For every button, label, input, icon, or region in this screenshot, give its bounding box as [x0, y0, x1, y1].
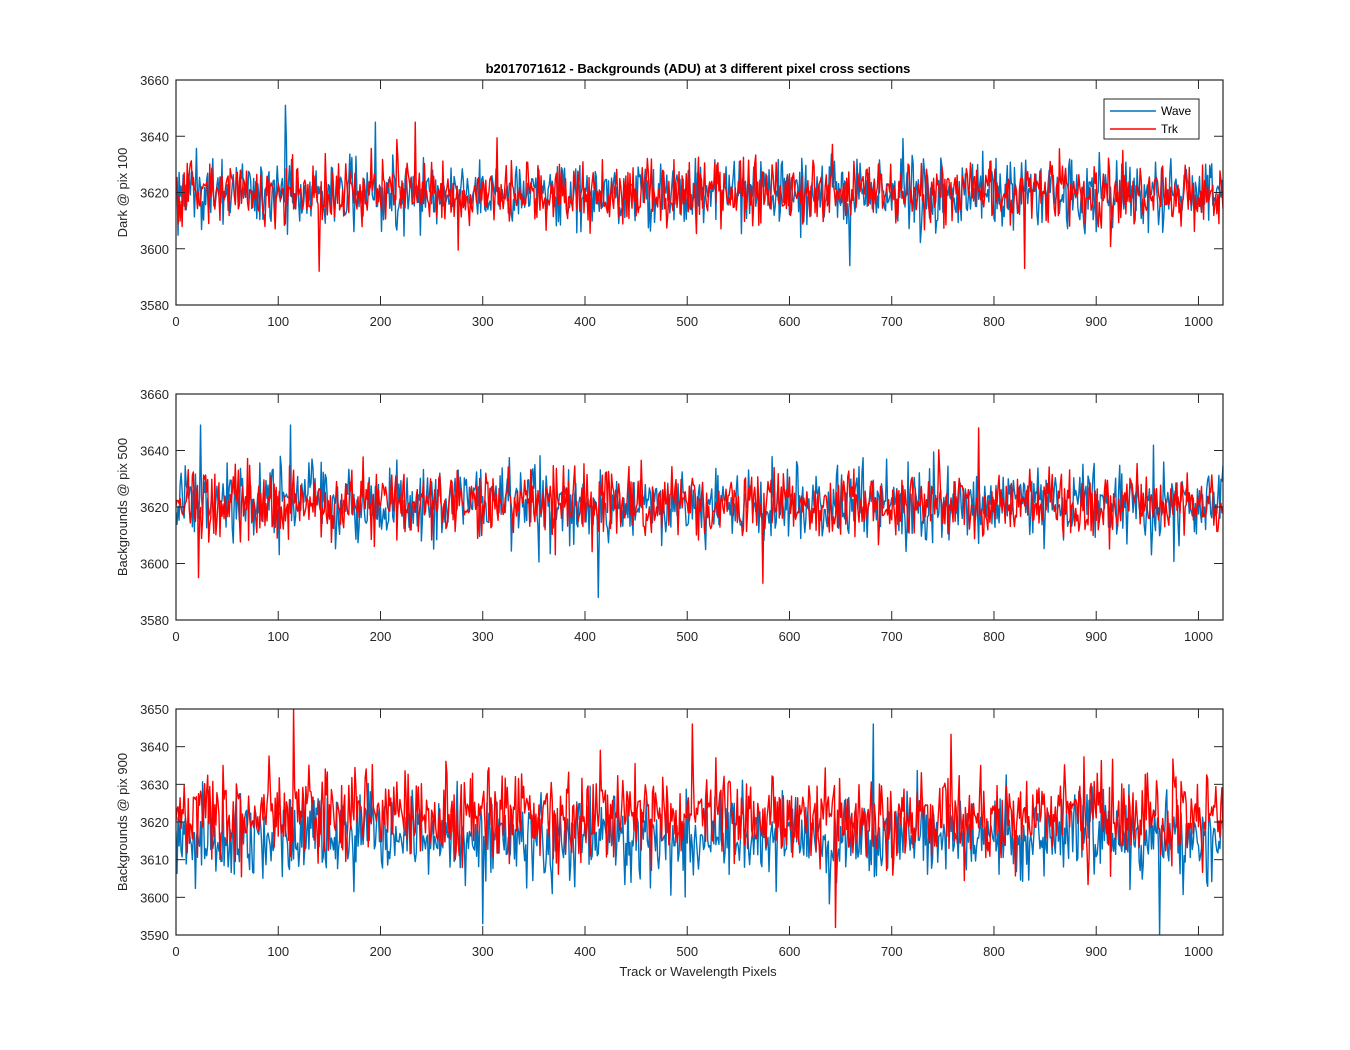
x-tick-label: 700 [881, 314, 903, 329]
x-tick-label: 300 [472, 944, 494, 959]
subplots: 0 100 200 300 400 500 600 700 800 900 100035803600… [115, 73, 1224, 959]
series-group [176, 424, 1223, 599]
x-tick-label: 600 [779, 314, 801, 329]
y-tick-label: 3600 [140, 890, 169, 905]
series-group [176, 709, 1223, 935]
figure-title: b2017071612 - Backgrounds (ADU) at 3 dif… [486, 61, 911, 76]
legend: Wave Trk [1103, 98, 1200, 140]
x-tick-label: 100 [267, 629, 289, 644]
y-tick-label: 3660 [140, 387, 169, 402]
y-tick-label: 3580 [140, 613, 169, 628]
x-tick-label: 700 [881, 944, 903, 959]
legend-label-wave: Wave [1161, 104, 1192, 118]
x-tick-label: 0 [172, 944, 179, 959]
x-tick-label: 600 [779, 629, 801, 644]
x-tick-label: 200 [370, 629, 392, 644]
y-tick-label: 3620 [140, 500, 169, 515]
x-tick-label: 400 [574, 314, 596, 329]
x-tick-label: 200 [370, 944, 392, 959]
x-tick-label: 1000 [1184, 944, 1213, 959]
y-tick-label: 3620 [140, 186, 169, 201]
y-tick-label: 3650 [140, 702, 169, 717]
series-line-trk [176, 121, 1223, 272]
x-tick-label: 900 [1085, 314, 1107, 329]
x-tick-label: 300 [472, 314, 494, 329]
series-group [176, 104, 1223, 272]
x-tick-label: 100 [267, 944, 289, 959]
y-tick-label: 3660 [140, 73, 169, 88]
y-tick-label: 3610 [140, 853, 169, 868]
x-tick-label: 300 [472, 629, 494, 644]
x-tick-label: 800 [983, 314, 1005, 329]
x-tick-label: 400 [574, 944, 596, 959]
y-tick-label: 3600 [140, 242, 169, 257]
y-tick-label: 3590 [140, 928, 169, 943]
x-tick-label: 100 [267, 314, 289, 329]
y-axis-label: Backgrounds @ pix 900 [115, 753, 130, 891]
x-tick-label: 800 [983, 944, 1005, 959]
y-tick-label: 3580 [140, 298, 169, 313]
x-tick-label: 200 [370, 314, 392, 329]
x-tick-label: 500 [676, 944, 698, 959]
x-tick-label: 0 [172, 314, 179, 329]
x-tick-label: 0 [172, 629, 179, 644]
x-tick-label: 400 [574, 629, 596, 644]
legend-label-trk: Trk [1161, 122, 1179, 136]
y-axis-label: Dark @ pix 100 [115, 148, 130, 238]
series-line-trk [176, 427, 1223, 584]
y-tick-label: 3630 [140, 777, 169, 792]
x-tick-label: 900 [1085, 944, 1107, 959]
x-axis-label: Track or Wavelength Pixels [619, 964, 777, 979]
x-tick-label: 1000 [1184, 314, 1213, 329]
legend-box [1103, 98, 1200, 140]
x-tick-label: 500 [676, 629, 698, 644]
subplot-1: 0 100 200 300 400 500 600 700 800 900 1000 3580 3600… [115, 73, 1224, 329]
series-line-trk [176, 709, 1223, 929]
subplot-3: 0 100 200 300 400 500 600 700 800 900 1000 3590 3600… [115, 702, 1224, 959]
y-tick-label: 3640 [140, 740, 169, 755]
y-tick-label: 3620 [140, 815, 169, 830]
y-tick-label: 3640 [140, 444, 169, 459]
x-tick-label: 1000 [1184, 629, 1213, 644]
x-tick-label: 700 [881, 629, 903, 644]
x-tick-label: 500 [676, 314, 698, 329]
subplot-2: 0 100 200 300 400 500 600 700 800 900 1000 3580 3600… [115, 387, 1224, 644]
x-tick-label: 600 [779, 944, 801, 959]
x-tick-label: 800 [983, 629, 1005, 644]
y-tick-label: 3600 [140, 557, 169, 572]
y-axis-label: Backgrounds @ pix 500 [115, 438, 130, 576]
y-tick-label: 3640 [140, 129, 169, 144]
x-tick-label: 900 [1085, 629, 1107, 644]
